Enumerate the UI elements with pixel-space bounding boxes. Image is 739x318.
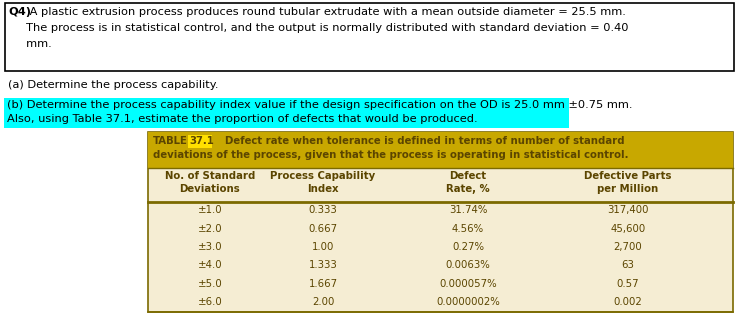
Text: 0.0000002%: 0.0000002% — [436, 297, 500, 307]
Text: The process is in statistical control, and the output is normally distributed wi: The process is in statistical control, a… — [8, 23, 628, 33]
Bar — [148, 132, 733, 312]
Bar — [188, 135, 212, 148]
Text: ±6.0: ±6.0 — [197, 297, 222, 307]
Text: 0.667: 0.667 — [308, 224, 338, 234]
Text: No. of Standard
Deviations: No. of Standard Deviations — [165, 171, 255, 194]
Text: 45,600: 45,600 — [610, 224, 646, 234]
Text: ±3.0: ±3.0 — [198, 242, 222, 252]
Text: Also, using Table 37.1, estimate the proportion of defects that would be produce: Also, using Table 37.1, estimate the pro… — [7, 114, 477, 124]
Text: 2.00: 2.00 — [312, 297, 334, 307]
Text: (a) Determine the process capability.: (a) Determine the process capability. — [8, 80, 219, 90]
Text: 37.1: 37.1 — [189, 136, 214, 146]
Text: mm.: mm. — [8, 39, 52, 49]
Text: TABLE: TABLE — [153, 136, 188, 146]
Text: 0.0063%: 0.0063% — [446, 260, 491, 270]
Text: deviations of the process, given that the process is operating in statistical co: deviations of the process, given that th… — [153, 150, 628, 160]
Text: 1.333: 1.333 — [309, 260, 338, 270]
Text: 1.667: 1.667 — [308, 279, 338, 289]
Text: Defect
Rate, %: Defect Rate, % — [446, 171, 490, 194]
Text: 0.333: 0.333 — [309, 205, 338, 215]
Text: A plastic extrusion process produces round tubular extrudate with a mean outside: A plastic extrusion process produces rou… — [26, 7, 626, 17]
Text: Q4): Q4) — [8, 7, 31, 17]
Text: 31.74%: 31.74% — [449, 205, 487, 215]
Text: 0.27%: 0.27% — [452, 242, 484, 252]
Text: 63: 63 — [621, 260, 635, 270]
Text: 317,400: 317,400 — [607, 205, 649, 215]
Text: Defective Parts
per Million: Defective Parts per Million — [585, 171, 672, 194]
Text: 2,700: 2,700 — [613, 242, 642, 252]
Text: 4.56%: 4.56% — [452, 224, 484, 234]
Text: 0.57: 0.57 — [616, 279, 639, 289]
Bar — [5, 3, 734, 71]
Text: 0.002: 0.002 — [613, 297, 642, 307]
Text: ±1.0: ±1.0 — [198, 205, 222, 215]
Text: ±4.0: ±4.0 — [198, 260, 222, 270]
Text: Defect rate when tolerance is defined in terms of number of standard: Defect rate when tolerance is defined in… — [218, 136, 624, 146]
Bar — [148, 132, 733, 168]
Text: ±5.0: ±5.0 — [197, 279, 222, 289]
Text: 1.00: 1.00 — [312, 242, 334, 252]
Text: ±2.0: ±2.0 — [198, 224, 222, 234]
Bar — [4, 98, 569, 128]
Text: (b) Determine the process capability index value if the design specification on : (b) Determine the process capability ind… — [7, 100, 633, 110]
Text: 0.000057%: 0.000057% — [439, 279, 497, 289]
Text: Process Capability
Index: Process Capability Index — [270, 171, 375, 194]
